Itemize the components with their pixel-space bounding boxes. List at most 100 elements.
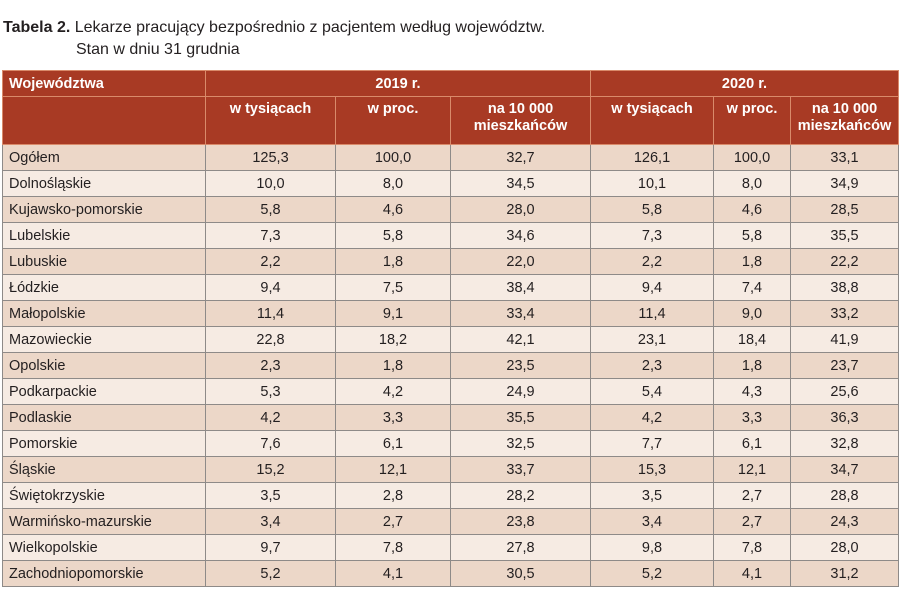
cell-region-name: Zachodniopomorskie: [2, 560, 206, 587]
cell-region-name: Podkarpackie: [2, 378, 206, 405]
cell-thousands-2020: 5,2: [590, 560, 714, 587]
cell-percent-2020: 9,0: [713, 300, 791, 327]
cell-thousands-2019: 4,2: [205, 404, 336, 431]
cell-percent-2019: 100,0: [335, 144, 451, 171]
cell-per10k-2019: 33,7: [450, 456, 591, 483]
cell-per10k-2019: 33,4: [450, 300, 591, 327]
cell-per10k-2020: 28,0: [790, 534, 899, 561]
cell-per10k-2019: 23,5: [450, 352, 591, 379]
cell-region-name: Lubuskie: [2, 248, 206, 275]
cell-thousands-2020: 10,1: [590, 170, 714, 197]
cell-percent-2019: 18,2: [335, 326, 451, 353]
cell-percent-2019: 8,0: [335, 170, 451, 197]
cell-thousands-2019: 3,4: [205, 508, 336, 535]
cell-per10k-2020: 33,1: [790, 144, 899, 171]
table-row: Ogółem 125,3 100,0 32,7 126,1 100,0 33,1: [2, 144, 899, 171]
header-percent-2019: w proc.: [335, 96, 451, 145]
cell-percent-2019: 2,8: [335, 482, 451, 509]
table-row: Łódzkie 9,4 7,5 38,4 9,4 7,4 38,8: [2, 274, 899, 301]
cell-percent-2019: 6,1: [335, 430, 451, 457]
cell-thousands-2019: 15,2: [205, 456, 336, 483]
cell-per10k-2020: 33,2: [790, 300, 899, 327]
cell-per10k-2020: 28,5: [790, 196, 899, 223]
cell-per10k-2019: 42,1: [450, 326, 591, 353]
cell-per10k-2019: 27,8: [450, 534, 591, 561]
cell-region-name: Łódzkie: [2, 274, 206, 301]
title-line-1: Lekarze pracujący bezpośrednio z pacjent…: [74, 19, 546, 36]
table-body: Ogółem 125,3 100,0 32,7 126,1 100,0 33,1 Dolnoś…: [2, 144, 899, 587]
header-per10k-2019: na 10 000 mieszkańców: [450, 96, 591, 145]
cell-region-name: Opolskie: [2, 352, 206, 379]
table-row: Zachodniopomorskie 5,2 4,1 30,5 5,2 4,1 31,2: [2, 560, 899, 587]
table-row: Wielkopolskie 9,7 7,8 27,8 9,8 7,8 28,0: [2, 534, 899, 561]
cell-per10k-2019: 24,9: [450, 378, 591, 405]
cell-thousands-2020: 3,4: [590, 508, 714, 535]
cell-percent-2020: 4,6: [713, 196, 791, 223]
header-per10k-2020: na 10 000 mieszkańców: [790, 96, 899, 145]
cell-thousands-2020: 23,1: [590, 326, 714, 353]
cell-percent-2019: 2,7: [335, 508, 451, 535]
cell-per10k-2020: 28,8: [790, 482, 899, 509]
cell-per10k-2020: 24,3: [790, 508, 899, 535]
cell-per10k-2019: 32,7: [450, 144, 591, 171]
table-row: Małopolskie 11,4 9,1 33,4 11,4 9,0 33,2: [2, 300, 899, 327]
cell-thousands-2020: 5,8: [590, 196, 714, 223]
cell-region-name: Wielkopolskie: [2, 534, 206, 561]
cell-per10k-2020: 25,6: [790, 378, 899, 405]
cell-per10k-2020: 22,2: [790, 248, 899, 275]
table-row: Podlaskie 4,2 3,3 35,5 4,2 3,3 36,3: [2, 404, 899, 431]
cell-per10k-2020: 41,9: [790, 326, 899, 353]
cell-region-name: Małopolskie: [2, 300, 206, 327]
cell-region-name: Pomorskie: [2, 430, 206, 457]
cell-thousands-2020: 2,3: [590, 352, 714, 379]
header-percent-2020: w proc.: [713, 96, 791, 145]
cell-per10k-2020: 23,7: [790, 352, 899, 379]
cell-per10k-2019: 35,5: [450, 404, 591, 431]
cell-percent-2020: 7,4: [713, 274, 791, 301]
cell-thousands-2019: 5,8: [205, 196, 336, 223]
cell-region-name: Mazowieckie: [2, 326, 206, 353]
cell-percent-2020: 12,1: [713, 456, 791, 483]
cell-percent-2020: 7,8: [713, 534, 791, 561]
cell-percent-2019: 1,8: [335, 248, 451, 275]
cell-per10k-2019: 34,6: [450, 222, 591, 249]
cell-percent-2019: 7,8: [335, 534, 451, 561]
cell-per10k-2019: 22,0: [450, 248, 591, 275]
cell-thousands-2019: 5,3: [205, 378, 336, 405]
cell-thousands-2020: 9,8: [590, 534, 714, 561]
cell-region-name: Warmińsko-mazurskie: [2, 508, 206, 535]
cell-region-name: Ogółem: [2, 144, 206, 171]
cell-region-name: Dolnośląskie: [2, 170, 206, 197]
cell-thousands-2020: 7,3: [590, 222, 714, 249]
cell-per10k-2020: 36,3: [790, 404, 899, 431]
cell-thousands-2020: 11,4: [590, 300, 714, 327]
table-row: Warmińsko-mazurskie 3,4 2,7 23,8 3,4 2,7 24,3: [2, 508, 899, 535]
header-region: Województwa: [2, 70, 206, 97]
cell-thousands-2019: 9,7: [205, 534, 336, 561]
table-row: Lubelskie 7,3 5,8 34,6 7,3 5,8 35,5: [2, 222, 899, 249]
cell-percent-2019: 9,1: [335, 300, 451, 327]
cell-region-name: Śląskie: [2, 456, 206, 483]
cell-percent-2020: 1,8: [713, 248, 791, 275]
header-year-2019: 2019 r.: [205, 70, 591, 97]
cell-thousands-2020: 7,7: [590, 430, 714, 457]
table-row: Śląskie 15,2 12,1 33,7 15,3 12,1 34,7: [2, 456, 899, 483]
cell-percent-2020: 5,8: [713, 222, 791, 249]
cell-region-name: Podlaskie: [2, 404, 206, 431]
cell-thousands-2019: 11,4: [205, 300, 336, 327]
cell-per10k-2019: 30,5: [450, 560, 591, 587]
cell-thousands-2019: 2,3: [205, 352, 336, 379]
cell-percent-2019: 1,8: [335, 352, 451, 379]
cell-thousands-2019: 9,4: [205, 274, 336, 301]
cell-per10k-2019: 28,2: [450, 482, 591, 509]
cell-percent-2020: 2,7: [713, 482, 791, 509]
cell-thousands-2019: 3,5: [205, 482, 336, 509]
cell-percent-2019: 12,1: [335, 456, 451, 483]
table-row: Lubuskie 2,2 1,8 22,0 2,2 1,8 22,2: [2, 248, 899, 275]
cell-percent-2020: 6,1: [713, 430, 791, 457]
data-table: Województwa 2019 r. 2020 r. w tysiącach …: [2, 70, 899, 587]
cell-percent-2019: 4,6: [335, 196, 451, 223]
cell-thousands-2019: 10,0: [205, 170, 336, 197]
header-thousands-2019: w tysiącach: [205, 96, 336, 145]
cell-thousands-2020: 4,2: [590, 404, 714, 431]
